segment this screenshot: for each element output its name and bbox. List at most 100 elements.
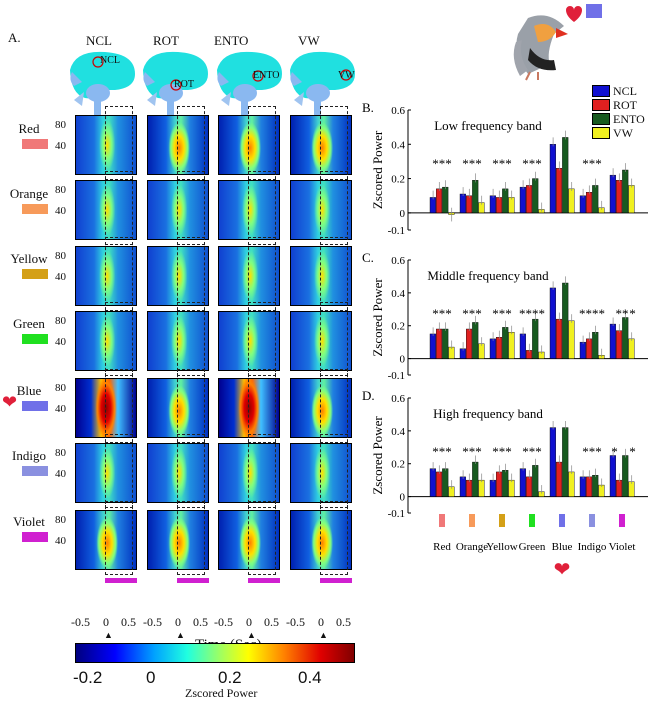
bar-rot-red: [435, 471, 443, 497]
bar-ncl-yellow: [489, 195, 496, 214]
bar-ento-green: [532, 178, 539, 214]
bar-ento-red: [442, 186, 449, 214]
heatmap-ytick: 80: [55, 514, 66, 526]
recording-site-marker-2: [252, 70, 264, 82]
significance-marker: ***: [492, 444, 512, 459]
stimulus-window-yellow-ento: [248, 237, 276, 311]
heatmap-blue-ncl: [75, 378, 137, 438]
heatmap-ytick: 80: [55, 382, 66, 394]
heatmap-indigo-vw: [290, 443, 352, 503]
heatmap-ytick: 40: [55, 271, 66, 283]
colorbar-tick-3: 0.4: [298, 668, 322, 687]
heatmap-yellow-ncl: [75, 246, 137, 306]
x-category-label: Indigo: [578, 541, 607, 553]
row-label-green: Green: [13, 316, 45, 331]
x-category-label: Blue: [552, 541, 573, 553]
bar-ento-orange: [472, 461, 479, 497]
legend-item-rot: ROT: [592, 98, 656, 112]
heatmap-orange-vw: [290, 180, 352, 240]
y-tick-label: 0.2: [391, 174, 405, 186]
region-header-ento: ENTO: [214, 33, 249, 48]
row-swatch-red: [22, 139, 48, 149]
stimulus-window-yellow-rot: [177, 237, 205, 311]
heatmap-green-vw: [290, 311, 352, 371]
significance-marker: ***: [432, 444, 452, 459]
colorbar-tick-2: 0.2: [218, 668, 242, 687]
bar-ento-blue: [562, 427, 569, 497]
bar-ento-red: [442, 468, 449, 497]
brain-cerebrum-3: [290, 51, 355, 99]
x-category-label: Red: [433, 541, 451, 553]
bar-ncl-red: [429, 197, 436, 214]
bar-vw-blue: [568, 188, 575, 214]
panel-title: Middle frequency band: [427, 268, 549, 283]
heatmap-orange-rot: [147, 180, 209, 240]
x-swatch-indigo: [589, 514, 595, 527]
brain-cerebrum-1: [143, 51, 208, 99]
significance-marker: ***: [492, 156, 512, 171]
bar-vw-violet: [628, 481, 635, 497]
heatmap-ytick: 80: [55, 250, 66, 262]
bar-ncl-violet: [609, 174, 616, 214]
heatmap-ytick: 40: [55, 140, 66, 152]
y-tick-label: 0.6: [391, 105, 405, 117]
stimulus-window-green-rot: [177, 302, 205, 376]
bar-ncl-yellow: [489, 479, 496, 497]
heatmap-red-rot: [147, 115, 209, 175]
bar-ento-green: [532, 465, 539, 497]
stimulus-window-violet-ncl: [105, 501, 133, 575]
heatmap-green-ento: [218, 311, 280, 371]
significance-marker: ***: [462, 444, 482, 459]
brain-cerebrum-0: [70, 51, 135, 99]
bar-ncl-blue: [549, 287, 556, 359]
significance-marker: ****: [519, 306, 545, 321]
stimulus-window-blue-rot: [177, 369, 205, 443]
bar-ento-blue: [562, 282, 569, 359]
brain-cerebrum-2: [217, 51, 282, 99]
x-swatch-green: [529, 514, 535, 527]
row-label-indigo: Indigo: [12, 448, 46, 463]
row-label-yellow: Yellow: [10, 251, 48, 266]
recording-site-marker-0: [92, 56, 104, 68]
region-header-ncl: NCL: [86, 33, 112, 48]
colorbar-label: Zscored Power: [185, 686, 258, 700]
bar-rot-green: [525, 476, 533, 497]
time-tick: 0: [318, 615, 324, 629]
bar-ento-indigo: [592, 185, 599, 214]
time-tick: -0.5: [71, 615, 90, 629]
stimulus-onset-arrow-icon: ▲: [176, 630, 185, 640]
panel-title: Low frequency band: [434, 118, 542, 133]
heatmap-ytick: 40: [55, 336, 66, 348]
stimulus-window-indigo-vw: [320, 434, 348, 508]
bar-rot-green: [525, 185, 533, 214]
bar-ento-orange: [472, 180, 479, 214]
heart-icon: ❤: [2, 392, 18, 412]
significance-marker: ***: [462, 156, 482, 171]
blue-swatch-icon: [586, 4, 602, 18]
significance-marker: ***: [522, 444, 542, 459]
time-tick: 0: [175, 615, 181, 629]
bar-ncl-green: [519, 186, 526, 214]
bar-ncl-indigo: [579, 195, 586, 214]
heatmap-orange-ento: [218, 180, 280, 240]
bar-rot-violet: [616, 479, 623, 497]
bar-charts: B. Low frequency band Zscored Power 0.6 0.4 0…: [362, 100, 648, 581]
heatmap-indigo-ncl: [75, 443, 137, 503]
panel-ylabel: Zscored Power: [370, 130, 385, 209]
stimulus-window-red-ncl: [105, 106, 133, 180]
stimulus-window-yellow-vw: [320, 237, 348, 311]
bar-ncl-blue: [549, 144, 556, 214]
bar-ncl-green: [519, 333, 526, 359]
panel-letter-C.: C.: [362, 250, 374, 265]
stimulus-window-violet-ento: [248, 501, 276, 575]
bar-rot-orange: [465, 195, 473, 214]
bar-ncl-red: [429, 333, 436, 359]
heatmap-yellow-rot: [147, 246, 209, 306]
bar-rot-blue: [555, 461, 563, 497]
row-label-violet: Violet: [13, 514, 45, 529]
heatmap-blue-ento: [218, 378, 280, 438]
time-tick: 0: [246, 615, 252, 629]
colorbar-tick-0: -0.2: [73, 668, 103, 687]
brain-schematics: [70, 51, 355, 120]
significance-marker: **: [616, 306, 629, 321]
